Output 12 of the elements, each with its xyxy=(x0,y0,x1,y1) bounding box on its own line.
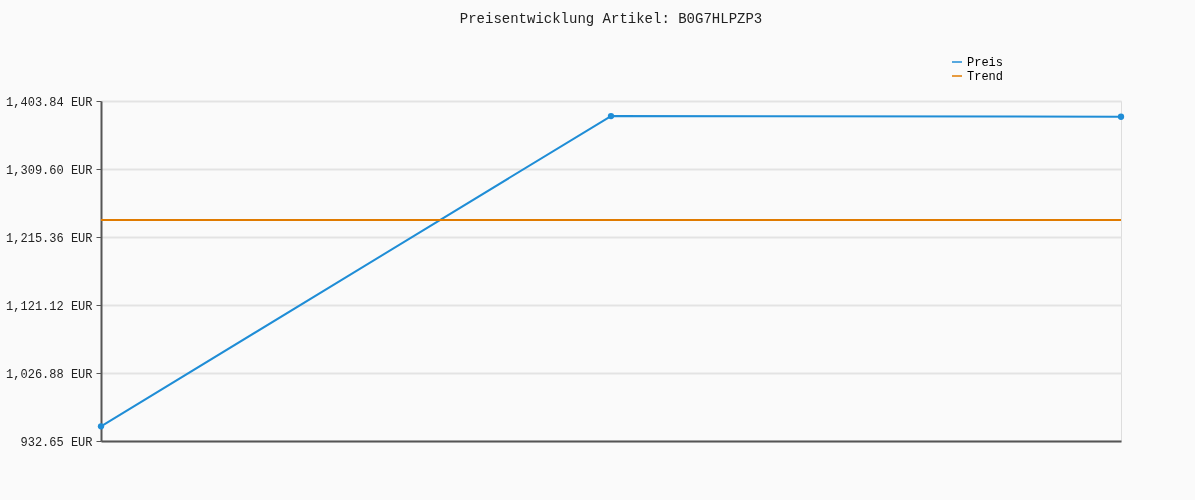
legend-label: Preis xyxy=(967,56,1004,70)
y-tick-label: 1,026.88 EUR xyxy=(6,367,93,382)
chart-title: Preisentwicklung Artikel: B0G7HLPZP3 xyxy=(459,11,763,27)
y-tick-label: 1,403.84 EUR xyxy=(6,95,93,110)
legend-label: Trend xyxy=(967,70,1004,84)
point xyxy=(607,112,615,120)
y-tick-label: 1,309.60 EUR xyxy=(6,163,93,178)
y-tick-label: 1,121.12 EUR xyxy=(6,299,93,314)
y-tick-label: 932.65 EUR xyxy=(20,435,93,450)
point xyxy=(97,423,105,430)
point xyxy=(1117,113,1125,120)
y-tick-label: 1,215.36 EUR xyxy=(6,231,93,246)
